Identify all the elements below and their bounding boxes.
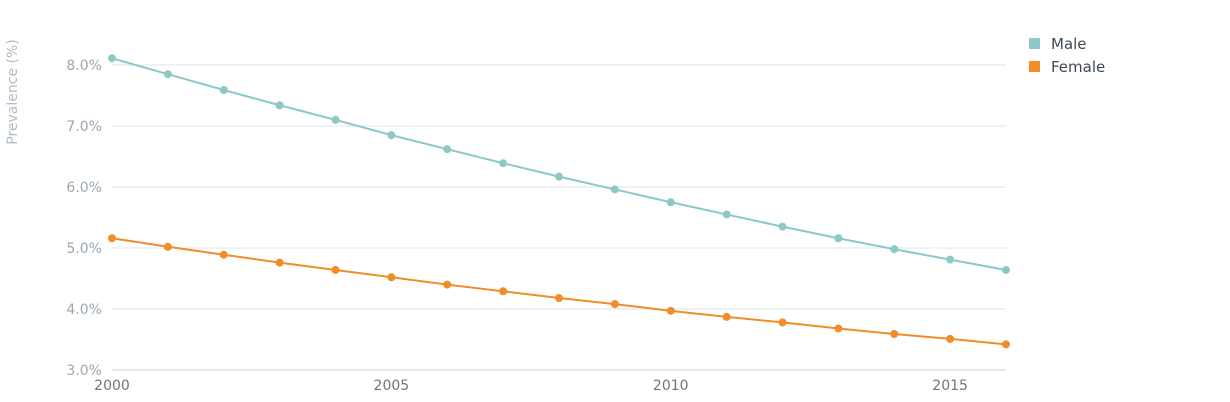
data-point[interactable] xyxy=(890,330,899,339)
data-point[interactable] xyxy=(1002,340,1010,349)
data-point[interactable] xyxy=(778,222,787,231)
x-tick-label: 2005 xyxy=(374,378,410,394)
legend-label: Male xyxy=(1051,34,1087,53)
data-point[interactable] xyxy=(387,131,396,140)
data-point[interactable] xyxy=(499,159,508,168)
data-point[interactable] xyxy=(555,172,563,181)
gridlines xyxy=(112,64,1006,310)
y-tick-label: 5.0% xyxy=(66,241,102,257)
y-tick-label: 8.0% xyxy=(66,58,102,74)
data-point[interactable] xyxy=(666,198,675,207)
data-point[interactable] xyxy=(275,101,284,110)
x-tick-label: 2000 xyxy=(94,378,130,394)
data-point[interactable] xyxy=(555,294,563,303)
series-line xyxy=(111,57,1007,271)
x-tick-label: 2015 xyxy=(932,378,968,394)
data-point[interactable] xyxy=(722,210,731,219)
y-tick-label: 7.0% xyxy=(66,119,102,135)
data-point[interactable] xyxy=(331,115,340,124)
y-axis-label: Prevalence (%) xyxy=(5,39,21,145)
legend-swatch xyxy=(1029,61,1040,72)
data-point[interactable] xyxy=(610,300,619,309)
data-point[interactable] xyxy=(108,54,116,63)
legend-swatch xyxy=(1029,38,1040,49)
legend-item-female[interactable]: Female xyxy=(1029,55,1105,78)
legend: Male Female xyxy=(1029,32,1105,78)
series-female xyxy=(108,234,1010,349)
data-point[interactable] xyxy=(946,334,955,343)
data-point[interactable] xyxy=(443,280,452,289)
series-line xyxy=(111,237,1007,346)
data-point[interactable] xyxy=(108,234,116,243)
data-point[interactable] xyxy=(219,250,228,259)
x-tick-label: 2010 xyxy=(653,378,689,394)
data-point[interactable] xyxy=(163,242,172,251)
data-point[interactable] xyxy=(610,185,619,194)
y-tick-label: 4.0% xyxy=(66,302,102,318)
data-point[interactable] xyxy=(443,145,452,154)
data-point[interactable] xyxy=(387,273,396,282)
y-axis-ticks: 3.0% 4.0% 5.0% 6.0% 7.0% 8.0% xyxy=(66,58,102,379)
data-point[interactable] xyxy=(890,245,899,254)
data-point[interactable] xyxy=(834,324,843,333)
data-point[interactable] xyxy=(778,318,787,327)
data-point[interactable] xyxy=(666,306,675,315)
legend-item-male[interactable]: Male xyxy=(1029,32,1105,55)
data-point[interactable] xyxy=(499,287,508,296)
data-point[interactable] xyxy=(834,234,843,243)
y-tick-label: 6.0% xyxy=(66,180,102,196)
data-point[interactable] xyxy=(163,70,172,79)
data-point[interactable] xyxy=(946,255,955,264)
series-group xyxy=(108,54,1010,349)
data-point[interactable] xyxy=(331,265,340,274)
series-male xyxy=(108,54,1010,274)
x-axis-ticks: 2000 2005 2010 2015 xyxy=(94,378,968,394)
y-tick-label: 3.0% xyxy=(66,363,102,379)
data-point[interactable] xyxy=(219,86,228,95)
data-point[interactable] xyxy=(1002,265,1010,274)
data-point[interactable] xyxy=(722,312,731,321)
legend-label: Female xyxy=(1051,57,1106,76)
data-point[interactable] xyxy=(275,258,284,267)
